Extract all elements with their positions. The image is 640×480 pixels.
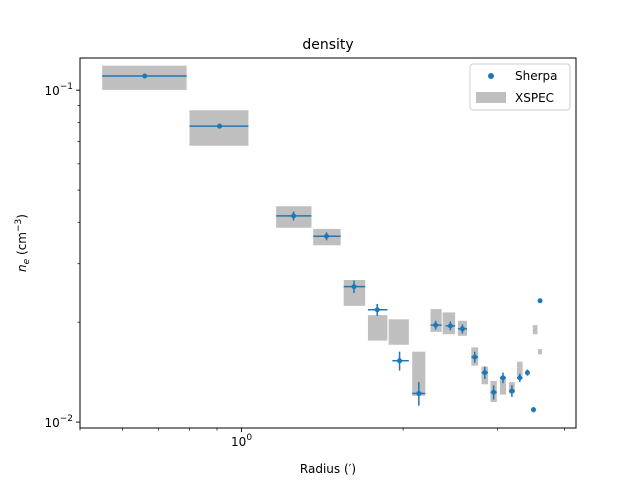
sherpa-marker-10 [459,326,465,332]
y-axis-title: ne (cm−3) [14,214,32,272]
sherpa-marker-1 [217,123,223,129]
x-tick-label-0: 100 [231,433,252,449]
sherpa-marker-12 [482,370,488,376]
sherpa-point-12 [481,366,489,379]
legend-label-xspec: XSPEC [515,91,554,105]
sherpa-marker-5 [374,307,380,313]
sherpa-point-6 [392,351,409,371]
sherpa-marker-9 [447,323,453,329]
y-axis-subscript: e [22,258,32,264]
y-tick-label-0: 10−1 [44,82,73,98]
xspec-box-8 [430,309,442,332]
axis-ticks: 100 10−1 10−2 [44,82,565,449]
y-axis-symbol: n [15,264,29,272]
sherpa-point-11 [471,351,479,363]
sherpa-marker-0 [142,73,148,79]
sherpa-marker-19 [537,298,543,304]
sherpa-point-9 [445,321,456,331]
sherpa-point-16 [516,373,523,383]
sherpa-point-3 [313,232,341,241]
sherpa-point-19 [537,298,543,304]
xspec-box-16 [516,361,523,376]
xspec-box-7 [412,351,426,396]
xspec-box-9 [442,312,456,335]
sherpa-marker-17 [524,370,530,376]
sherpa-marker-14 [500,375,506,381]
y-axis-unit-open: (cm [15,232,29,259]
y-tick-label-1: 10−2 [44,414,73,430]
sherpa-point-10 [457,324,467,334]
sherpa-marker-3 [324,233,330,239]
chart-title: density [302,37,353,53]
sherpa-point-17 [524,369,530,376]
sherpa-marker-2 [291,213,297,219]
sherpa-point-2 [276,211,312,221]
y-axis-unit-close: ) [15,214,29,219]
sherpa-point-8 [430,320,442,330]
sherpa-point-0 [102,73,187,79]
xspec-box-17 [532,325,538,335]
sherpa-point-15 [508,385,515,398]
legend-marker-sherpa [488,73,494,79]
sherpa-marker-13 [491,389,497,395]
sherpa-marker-11 [472,354,478,360]
sherpa-marker-15 [509,388,515,394]
sherpa-marker-4 [351,284,357,290]
sherpa-point-1 [189,123,249,129]
xspec-box-18 [538,349,543,355]
x-axis-title: Radius (′) [300,462,356,476]
sherpa-point-18 [531,407,537,413]
sherpa-point-5 [367,303,388,316]
sherpa-marker-6 [397,358,403,364]
sherpa-marker-16 [517,375,523,381]
xspec-box-6 [388,319,409,345]
sherpa-point-7 [412,382,426,406]
legend-swatch-xspec [476,92,506,103]
legend: Sherpa XSPEC [469,63,571,111]
xspec-box-5 [367,315,388,341]
sherpa-series [102,73,543,413]
sherpa-point-4 [343,280,366,293]
sherpa-point-14 [499,372,506,384]
xspec-box-14 [499,376,506,395]
sherpa-point-13 [490,385,497,400]
sherpa-marker-8 [433,322,439,328]
sherpa-marker-18 [531,407,537,413]
y-axis-unit-superscript: −3 [14,219,24,232]
legend-label-sherpa: Sherpa [515,69,558,83]
plot-frame [79,57,577,429]
sherpa-marker-7 [416,390,422,396]
